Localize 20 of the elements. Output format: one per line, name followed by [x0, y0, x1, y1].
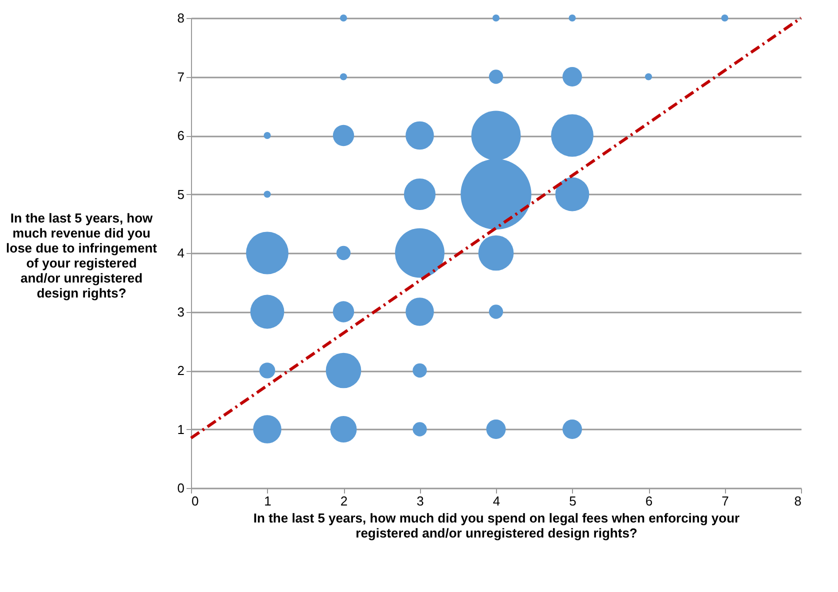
x-axis-title: In the last 5 years, how much did you spend on legal fees when enforcing your registered and/or unregistered design rights? — [253, 510, 740, 540]
y-tick-label: 0 — [177, 480, 184, 496]
y-tick-label: 1 — [177, 422, 184, 437]
y-tick-label: 6 — [177, 128, 184, 143]
x-tick-label: 7 — [722, 494, 729, 508]
y-tick-label: 5 — [177, 186, 184, 202]
y-tick-label: 7 — [177, 69, 184, 84]
y-axis-title: In the last 5 years, how much revenue did you lose due to infringement of your registered and/or unregistered design rights? — [6, 210, 158, 300]
x-tick-label: 4 — [492, 494, 500, 508]
y-tick-label: 8 — [177, 10, 184, 26]
x-tick-label: 6 — [645, 494, 653, 508]
x-tick-label: 2 — [340, 494, 348, 508]
x-tick-label: 8 — [794, 494, 802, 508]
y-tick-label: 4 — [177, 246, 184, 260]
x-tick-label: 0 — [192, 494, 199, 508]
y-tick-label: 2 — [177, 363, 184, 378]
x-tick-label: 1 — [264, 494, 272, 508]
y-tick-label: 3 — [177, 304, 184, 320]
x-tick-label: 3 — [416, 494, 424, 508]
x-tick-label: 5 — [569, 494, 576, 508]
